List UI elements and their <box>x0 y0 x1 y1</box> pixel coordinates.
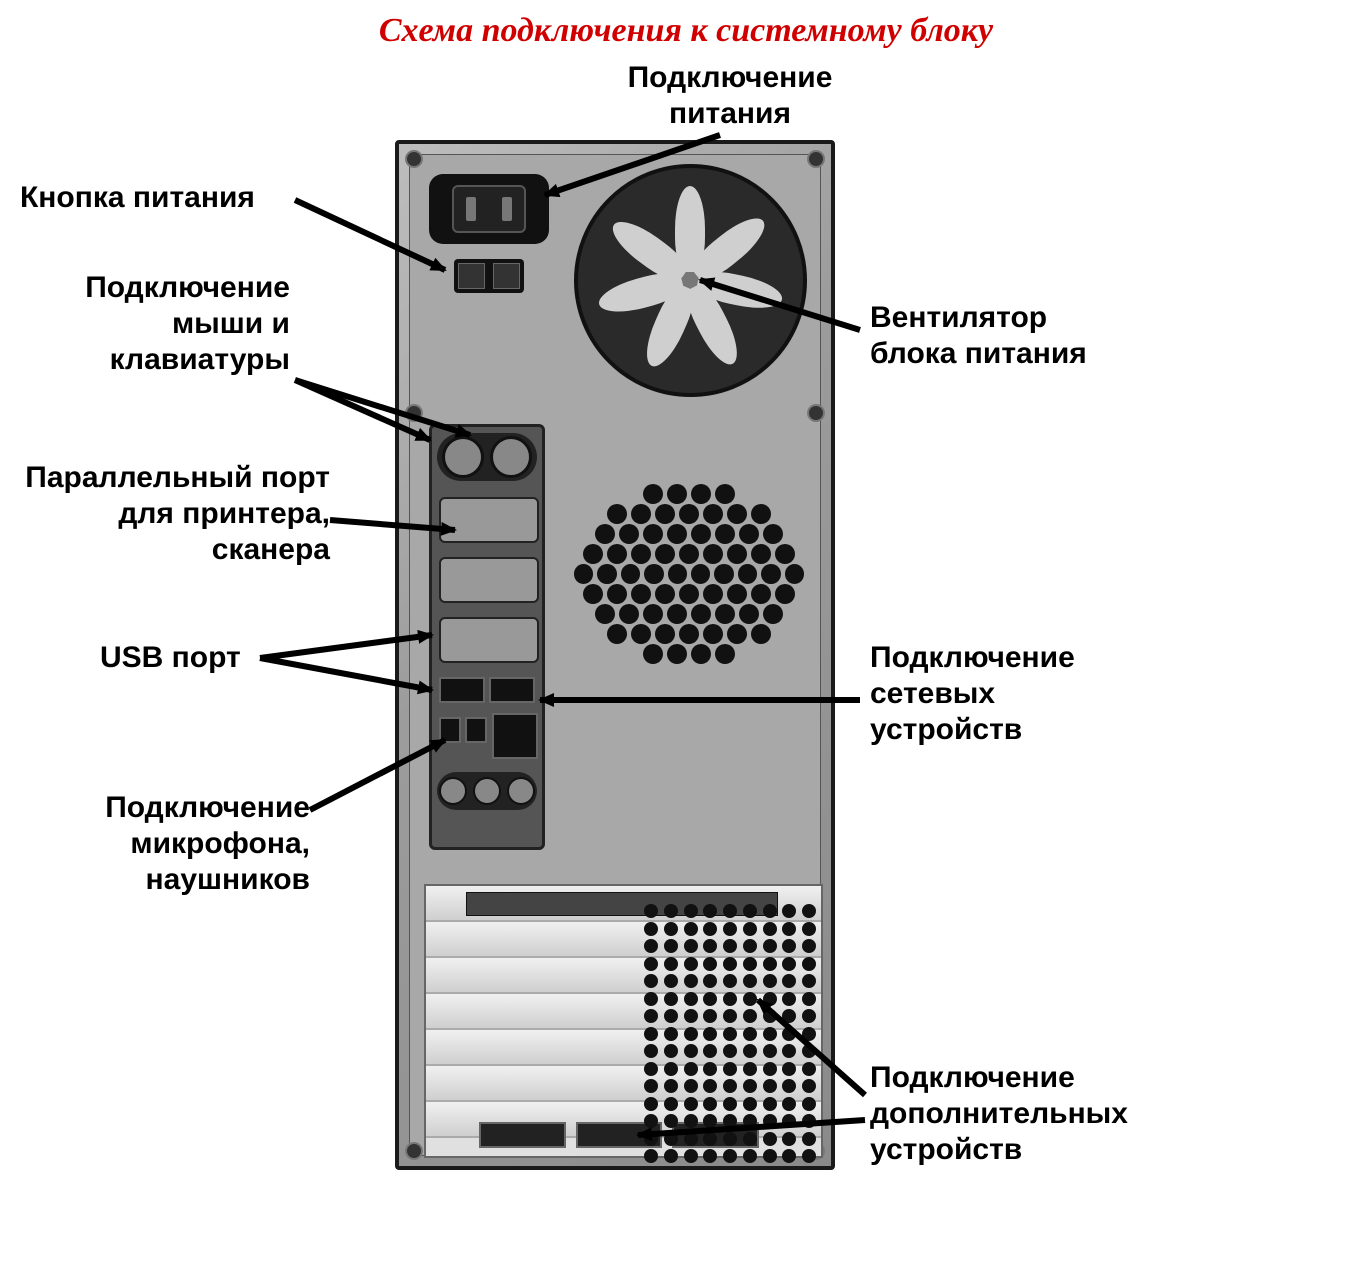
diagram-title: Схема подключения к системному блоку <box>0 12 1372 50</box>
vga-port <box>439 617 539 663</box>
screw-icon <box>807 404 825 422</box>
parallel-port <box>439 557 539 603</box>
power-socket <box>429 174 549 244</box>
screw-icon <box>405 404 423 422</box>
io-panel <box>429 424 545 850</box>
label-additional-devices: Подключение дополнительных устройств <box>870 1060 1128 1168</box>
computer-case <box>395 140 835 1170</box>
screw-icon <box>405 150 423 168</box>
usb-ports <box>439 677 535 703</box>
video-card <box>466 892 778 916</box>
label-power-button: Кнопка питания <box>20 180 255 216</box>
serial-port <box>439 497 539 543</box>
ps2-ports <box>437 433 537 481</box>
label-power-connection: Подключение питания <box>540 60 920 132</box>
label-psu-fan: Вентилятор блока питания <box>870 300 1087 372</box>
screw-icon <box>807 150 825 168</box>
label-network-devices: Подключение сетевых устройств <box>870 640 1075 748</box>
audio-jacks <box>437 772 537 810</box>
bottom-ports <box>479 1122 759 1152</box>
usb-ports-2 <box>439 717 487 743</box>
case-vent-icon <box>574 484 804 684</box>
label-parallel-port: Параллельный порт для принтера, сканера <box>0 460 330 568</box>
lan-port <box>492 713 538 759</box>
label-mouse-keyboard: Подключение мыши и клавиатуры <box>10 270 290 378</box>
screw-icon <box>405 1142 423 1160</box>
label-usb-port: USB порт <box>100 640 241 676</box>
label-microphone-headphones: Подключение микрофона, наушников <box>30 790 310 898</box>
psu-fan-icon <box>574 164 807 397</box>
expansion-slots <box>424 884 823 1158</box>
power-switch <box>454 259 524 293</box>
